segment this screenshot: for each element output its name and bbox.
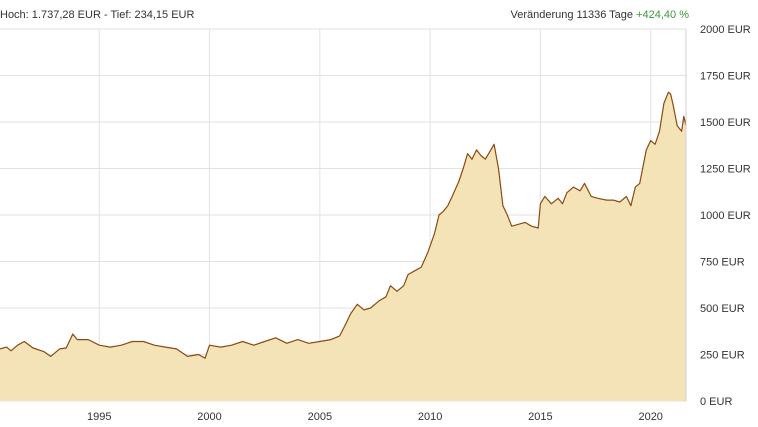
y-tick-label: 2000 EUR [700, 24, 751, 36]
price-line [0, 91, 687, 359]
y-tick-label: 500 EUR [700, 303, 745, 315]
high-low-summary: Hoch: 1.737,28 EUR - Tief: 234,15 EUR [0, 9, 195, 21]
y-tick-label: 1250 EUR [700, 164, 751, 176]
x-tick-label: 2000 [197, 411, 221, 423]
x-axis-ticks: 1995 2000 2005 2010 2015 2020 [87, 411, 663, 423]
x-tick-label: 2015 [528, 411, 552, 423]
y-axis-ticks: 0 EUR 250 EUR 500 EUR 750 EUR 1000 EUR 1250 E… [700, 24, 751, 408]
x-tick-label: 1995 [87, 411, 111, 423]
y-tick-label: 0 EUR [700, 396, 732, 408]
y-tick-label: 750 EUR [700, 257, 745, 269]
y-tick-label: 1750 EUR [700, 71, 751, 83]
x-tick-label: 2020 [638, 411, 662, 423]
y-tick-label: 1000 EUR [700, 210, 751, 222]
price-area-fill [0, 92, 686, 401]
change-period-label: Veränderung 11336 Tage [510, 9, 634, 21]
x-tick-label: 2005 [308, 411, 332, 423]
change-percent: +424,40 % [636, 9, 689, 21]
change-summary: Veränderung 11336 Tage +424,40 % [510, 9, 689, 21]
y-tick-label: 1500 EUR [700, 117, 751, 129]
x-tick-label: 2010 [418, 411, 442, 423]
y-tick-label: 250 EUR [700, 350, 745, 362]
